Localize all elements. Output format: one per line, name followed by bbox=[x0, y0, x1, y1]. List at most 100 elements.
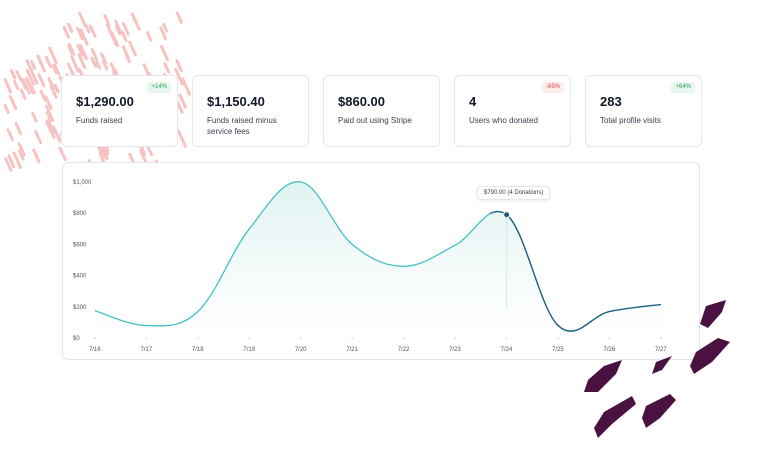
pink-dash bbox=[101, 60, 109, 71]
x-tick-label: 7/26 bbox=[604, 347, 616, 353]
pink-dash bbox=[14, 121, 22, 135]
pink-dash bbox=[39, 89, 47, 102]
stat-label: Paid out using Stripe bbox=[338, 116, 412, 125]
pink-dash bbox=[51, 64, 58, 75]
pink-dash bbox=[3, 78, 13, 94]
pink-dash bbox=[19, 77, 28, 91]
pink-dash bbox=[15, 70, 23, 82]
pink-dash bbox=[32, 148, 41, 164]
pink-dash bbox=[49, 84, 58, 99]
x-tick-label: 7/19 bbox=[243, 347, 255, 353]
pink-dash bbox=[67, 42, 76, 56]
pink-dash bbox=[62, 25, 70, 39]
pink-dash bbox=[19, 88, 27, 100]
pink-dash bbox=[53, 83, 60, 94]
x-tick-label: 7/24 bbox=[501, 347, 513, 353]
pink-dash bbox=[90, 48, 99, 61]
pink-dash bbox=[58, 146, 67, 162]
stat-label: Total profile visits bbox=[600, 116, 661, 125]
stat-card-users-donated: -65% 4 Users who donated bbox=[454, 75, 571, 147]
pink-dash bbox=[45, 120, 53, 134]
stat-value: 4 bbox=[469, 94, 477, 109]
pink-dash bbox=[145, 30, 153, 42]
pink-dash bbox=[29, 84, 36, 95]
donations-area-chart: $0 $200 $400 $600 $800 $1,000 7/16 7/17 7/18 7/1… bbox=[73, 180, 667, 353]
pink-dash bbox=[103, 145, 110, 156]
x-tick-label: 7/16 bbox=[89, 347, 101, 353]
chart-area-fill bbox=[95, 181, 661, 338]
chart-tooltip: $790.00 (4 Donations) bbox=[477, 186, 551, 200]
pink-dash bbox=[124, 52, 131, 64]
pink-dash bbox=[133, 18, 141, 31]
y-tick-label: $1,000 bbox=[73, 180, 92, 186]
pink-dash bbox=[7, 154, 16, 169]
pink-dash bbox=[103, 14, 111, 27]
pink-dash bbox=[121, 30, 128, 42]
x-tick-label: 7/21 bbox=[346, 347, 358, 353]
x-tick-label: 7/27 bbox=[655, 347, 667, 353]
pink-dash bbox=[36, 54, 47, 73]
pink-dash bbox=[9, 68, 17, 80]
pink-dash bbox=[121, 21, 130, 36]
pink-dash bbox=[12, 79, 20, 91]
pink-dash bbox=[79, 28, 89, 46]
x-tick-label: 7/22 bbox=[398, 347, 410, 353]
stat-badge: +14% bbox=[147, 82, 171, 93]
stat-card-paid-out: $860.00 Paid out using Stripe bbox=[323, 75, 440, 147]
pink-dash bbox=[162, 22, 169, 33]
pink-dash bbox=[181, 78, 192, 96]
x-tick-label: 7/25 bbox=[552, 347, 564, 353]
pink-dash bbox=[52, 125, 62, 143]
x-tick-label: 7/17 bbox=[140, 347, 152, 353]
pink-dash bbox=[48, 127, 56, 139]
stat-card-funds-minus-fees: $1,150.40 Funds raised minus service fee… bbox=[192, 75, 309, 147]
pink-dash bbox=[90, 56, 98, 69]
pink-dash bbox=[177, 130, 187, 148]
pink-dash bbox=[139, 149, 147, 163]
pink-dash bbox=[12, 151, 23, 170]
y-tick-label: $0 bbox=[73, 336, 80, 342]
pink-dash bbox=[178, 93, 187, 109]
pink-dash bbox=[96, 144, 105, 160]
x-tick-label: 7/18 bbox=[192, 347, 204, 353]
pink-dash bbox=[100, 146, 109, 161]
pink-dash bbox=[22, 78, 31, 95]
pink-dash bbox=[159, 26, 168, 41]
pink-dash bbox=[3, 104, 10, 114]
pink-dash bbox=[44, 104, 55, 122]
pink-dash bbox=[44, 55, 52, 69]
pink-dash bbox=[25, 59, 32, 69]
pink-dash bbox=[28, 67, 39, 85]
pink-dash bbox=[31, 112, 38, 123]
pink-dash bbox=[67, 45, 75, 57]
chart-series-line-highlight bbox=[454, 211, 662, 332]
pink-dash bbox=[48, 46, 58, 65]
donations-chart-card: $0 $200 $400 $600 $800 $1,000 7/16 7/17 7/18 7/1… bbox=[62, 162, 700, 360]
y-tick-label: $800 bbox=[73, 211, 87, 217]
pink-dash bbox=[175, 11, 183, 24]
pink-dash bbox=[34, 129, 43, 145]
hover-point-marker[interactable] bbox=[503, 211, 511, 219]
pink-dash bbox=[121, 45, 131, 62]
stat-value: 283 bbox=[600, 94, 622, 109]
pink-dash bbox=[110, 32, 120, 48]
stat-value: $1,150.40 bbox=[207, 94, 265, 109]
pink-dash bbox=[78, 44, 88, 61]
pink-dash bbox=[47, 76, 56, 91]
pink-dash bbox=[108, 30, 118, 46]
pink-dash bbox=[98, 151, 105, 162]
pink-dash bbox=[46, 121, 53, 133]
pink-dash bbox=[78, 11, 87, 28]
pink-dash bbox=[175, 59, 183, 73]
stat-card-funds-raised: +14% $1,290.00 Funds raised bbox=[61, 75, 178, 147]
pink-dash bbox=[88, 24, 97, 38]
pink-dash bbox=[70, 55, 80, 73]
pink-dash bbox=[44, 95, 53, 110]
stat-label: Funds raised minus service fees bbox=[207, 116, 277, 136]
pink-dash bbox=[4, 157, 13, 172]
pink-dash bbox=[77, 53, 87, 70]
pink-dash bbox=[100, 52, 108, 65]
pink-dash bbox=[142, 63, 150, 76]
pink-dash bbox=[8, 95, 18, 111]
pink-dash bbox=[84, 24, 91, 34]
